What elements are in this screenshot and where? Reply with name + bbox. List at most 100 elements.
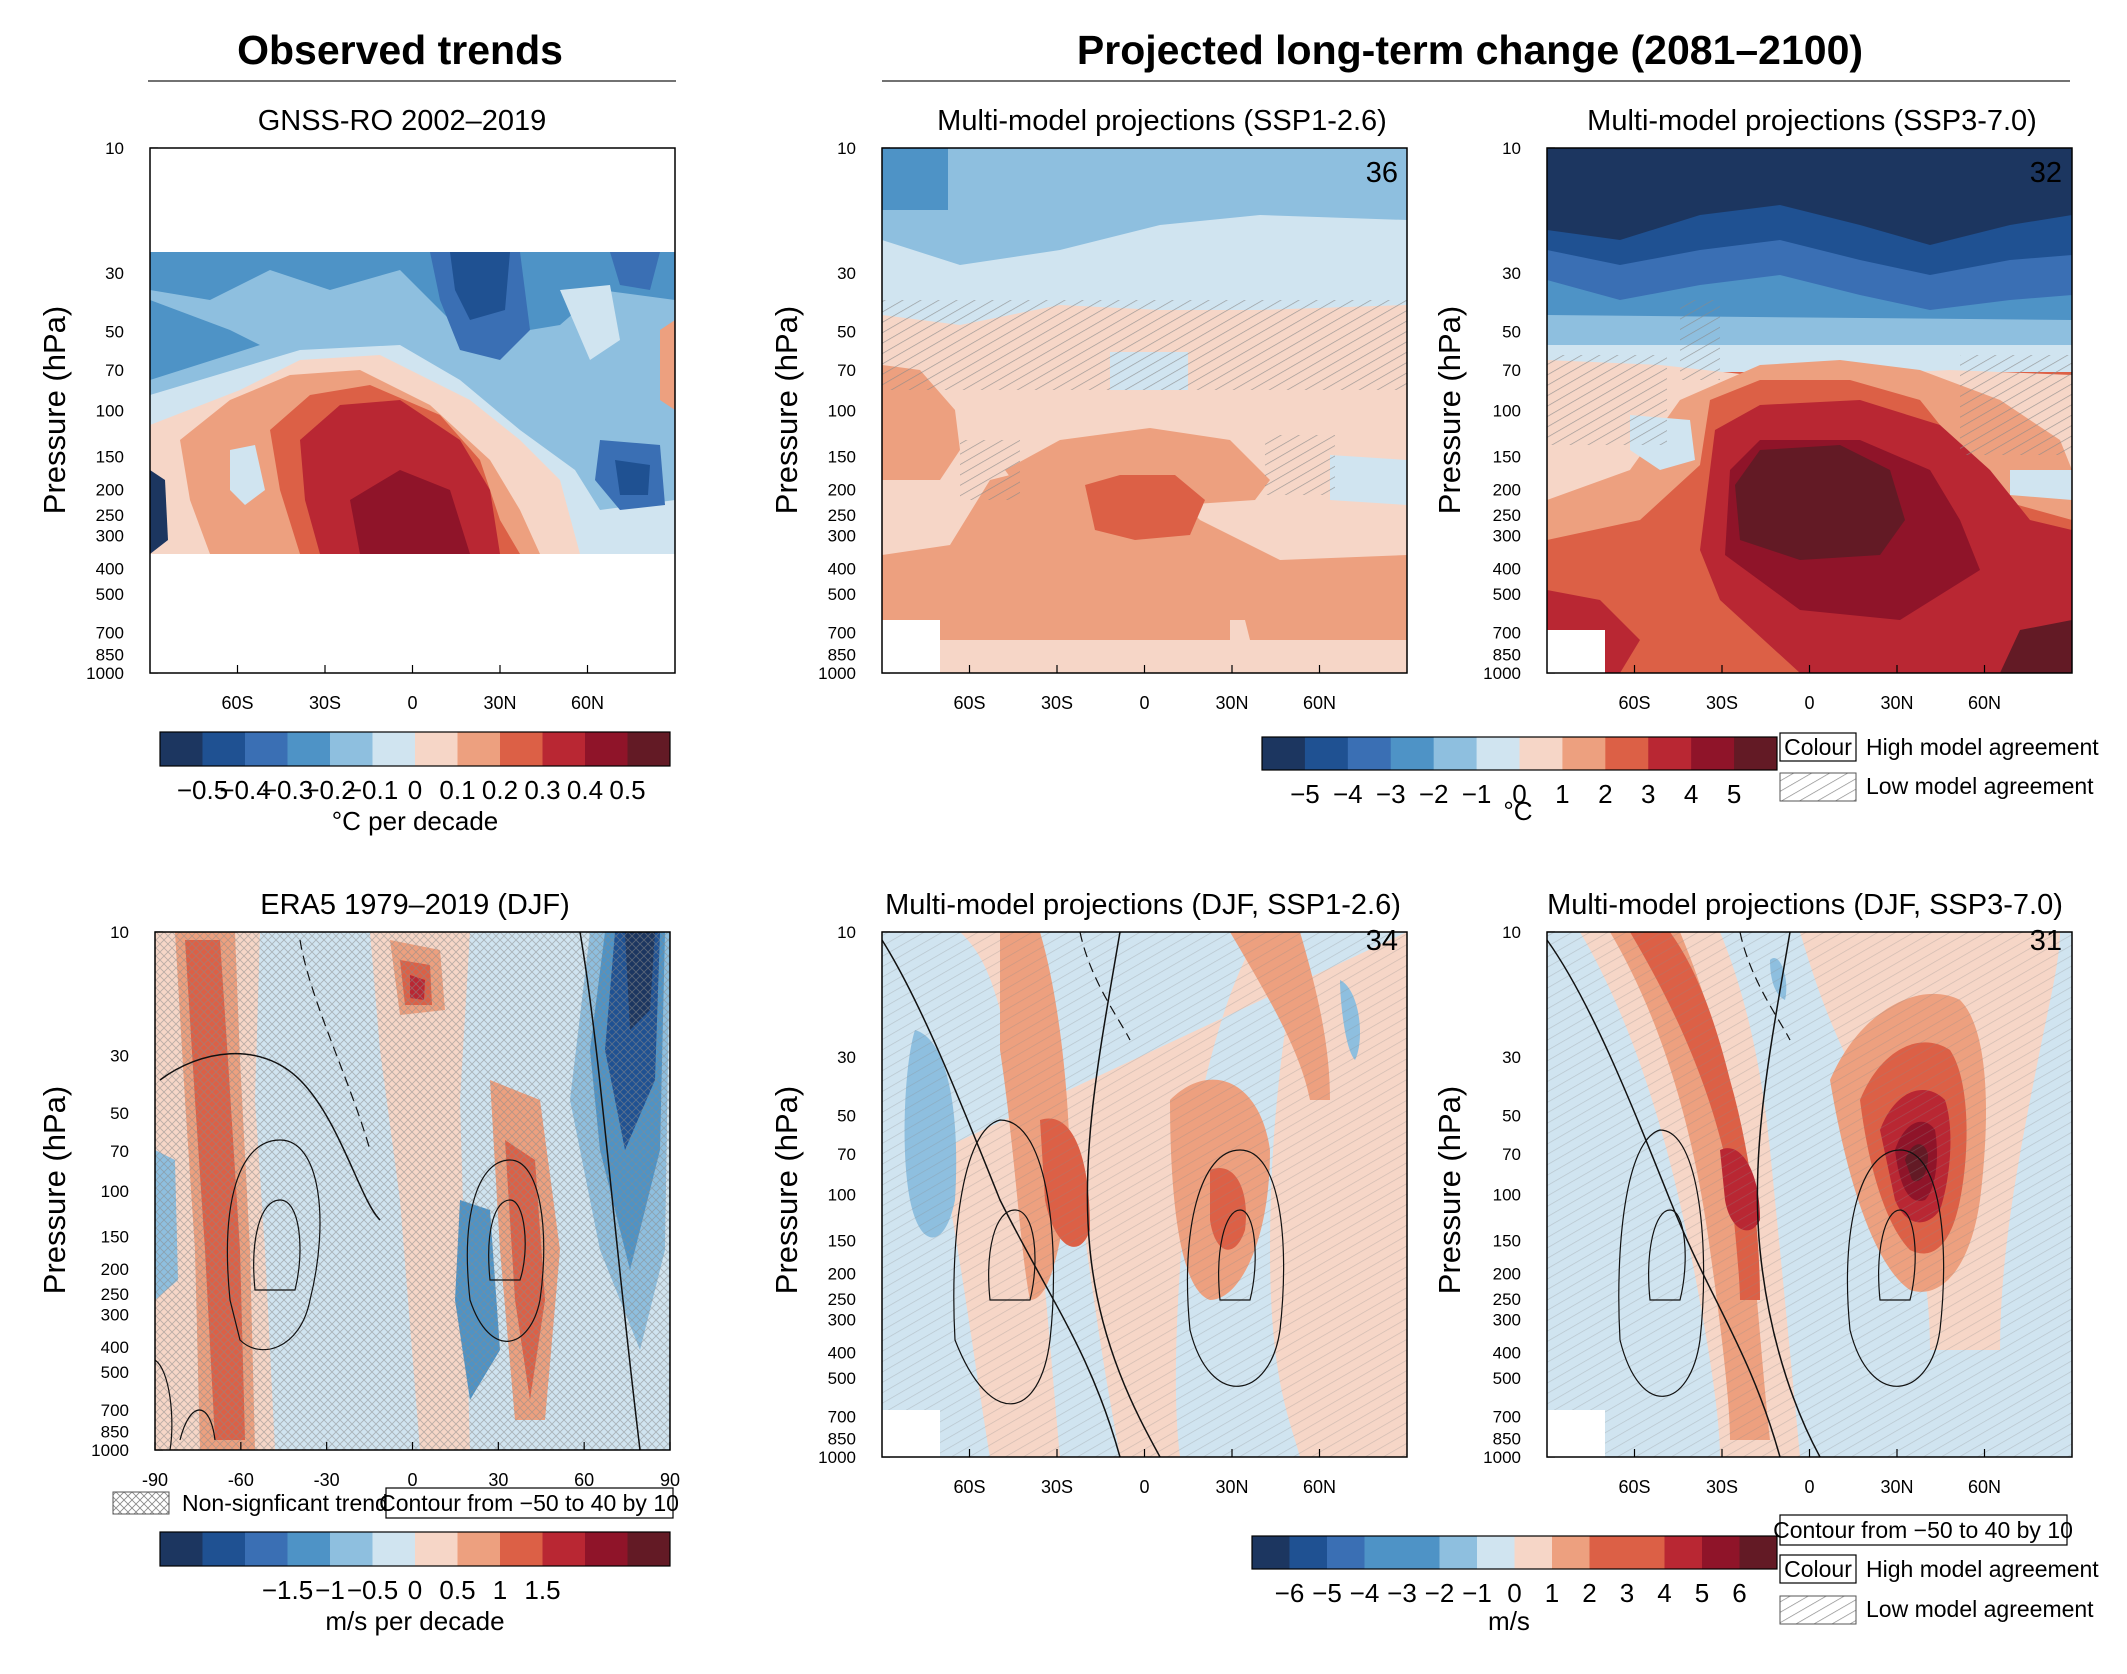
colorbar-swatch [330, 732, 373, 766]
y-tick-label: 70 [1502, 1145, 1521, 1164]
y-tick-label: 400 [1493, 560, 1521, 579]
y-tick-label: 30 [1502, 264, 1521, 283]
contour-note: Contour from −50 to 40 by 10 [1773, 1517, 2073, 1543]
colorbar-swatch [1252, 1536, 1290, 1569]
colorbar-swatch [1519, 737, 1563, 770]
y-tick-label: 200 [828, 1265, 856, 1284]
y-tick-label: 70 [837, 361, 856, 380]
colorbar-swatch [500, 1532, 543, 1566]
colorbar-tick-label: −2 [1419, 779, 1449, 809]
colorbar-swatch [457, 1532, 501, 1566]
x-tick-label: 30S [309, 693, 341, 713]
y-tick-label: 850 [1493, 645, 1521, 664]
colorbar-swatch [1327, 1536, 1365, 1569]
x-tick-label: 30S [1041, 693, 1073, 713]
y-tick-label: 10 [837, 139, 856, 158]
x-tick-label: 60S [221, 693, 253, 713]
colorbar-swatch [1627, 1536, 1665, 1569]
x-tick-label: -60 [228, 1470, 254, 1490]
y-tick-label: 300 [1493, 527, 1521, 546]
x-tick-label: 0 [407, 1470, 417, 1490]
y-tick-label: 30 [837, 264, 856, 283]
y-tick-label: 100 [96, 402, 124, 421]
y-tick-label: 30 [1502, 1048, 1521, 1067]
x-tick-label: 0 [1139, 693, 1149, 713]
colorbar-ssp-wind: −6 −5 −4 −3 −2 −1 0 1 2 3 4 5 6 m/s [1251, 1535, 1778, 1636]
colorbar-swatch [500, 732, 543, 766]
y-tick-label: 1000 [1483, 1448, 1521, 1467]
y-tick-label: 10 [1502, 139, 1521, 158]
header-observed: Observed trends [237, 27, 563, 73]
y-tick-label: 50 [837, 322, 856, 341]
colorbar-swatch [287, 1532, 331, 1566]
colorbar-obs-wind: −1.5 −1 −0.5 0 0.5 1 1.5 m/s per decade [159, 1531, 671, 1636]
colorbar-tick-label: 0 [408, 775, 422, 805]
colorbar-swatch [1402, 1536, 1440, 1569]
y-tick-label: 400 [828, 560, 856, 579]
colorbar-swatch [415, 1532, 458, 1566]
panel-xtick-labels: 60S 30S 0 30N 60N [221, 665, 604, 713]
y-tick-label: 700 [828, 623, 856, 642]
x-tick-label: 60 [574, 1470, 594, 1490]
colorbar-swatch [585, 1532, 628, 1566]
x-tick-label: -30 [314, 1470, 340, 1490]
y-tick-label: 250 [828, 1290, 856, 1309]
x-tick-label: 0 [1804, 693, 1814, 713]
x-tick-label: 0 [1804, 1477, 1814, 1497]
colorbar-tick-label: 1 [1545, 1578, 1559, 1608]
colorbar-tick-label: −0.5 [177, 775, 228, 805]
colorbar-swatch [1562, 737, 1606, 770]
colorbar-swatch [627, 1532, 671, 1566]
colorbar-swatch [1262, 737, 1306, 770]
panel-title: Multi-model projections (SSP3-7.0) [1587, 105, 2037, 137]
y-tick-label: 500 [1493, 1369, 1521, 1388]
y-tick-label: 250 [96, 506, 124, 525]
y-tick-label: 1000 [91, 1441, 129, 1460]
y-axis-label: Pressure (hPa) [37, 306, 72, 514]
colorbar-swatch [245, 1532, 288, 1566]
colorbar-swatch [1347, 737, 1392, 770]
y-tick-label: 700 [101, 1401, 129, 1420]
x-tick-label: 0 [1139, 1477, 1149, 1497]
plot-fill [154, 931, 670, 1451]
y-tick-label: 500 [828, 1369, 856, 1388]
panel-xtick-labels: 60S 30S 0 30N 60N [1618, 1449, 2001, 1497]
plot-fill [150, 252, 675, 554]
y-tick-label: 100 [1493, 402, 1521, 421]
y-tick-label: 1000 [818, 664, 856, 683]
colorbar-tick-label: 4 [1657, 1578, 1671, 1608]
x-tick-label: 60S [1618, 693, 1650, 713]
colorbar-tick-label: −0.5 [347, 1575, 398, 1605]
colorbar-swatch [1691, 737, 1735, 770]
y-tick-label: 200 [828, 481, 856, 500]
colorbar-tick-label: −0.3 [262, 775, 313, 805]
y-tick-label: 150 [96, 448, 124, 467]
colorbar-swatch [1734, 737, 1778, 770]
colorbar-tick-label: 0.5 [439, 1575, 475, 1605]
y-tick-label: 10 [837, 923, 856, 942]
colorbar-tick-label: 3 [1641, 779, 1655, 809]
contour-note: Contour from −50 to 40 by 10 [379, 1490, 679, 1516]
x-tick-label: 30S [1041, 1477, 1073, 1497]
colorbar-swatch [1648, 737, 1692, 770]
y-tick-label: 250 [101, 1285, 129, 1304]
colorbar-tick-label: −4 [1350, 1578, 1380, 1608]
y-tick-label: 400 [828, 1344, 856, 1363]
x-tick-label: 60N [1303, 693, 1336, 713]
low-agreement-label: Low model agreement [1866, 1596, 2094, 1622]
x-tick-label: 60N [1968, 1477, 2001, 1497]
colorbar-swatch [1589, 1536, 1628, 1569]
colorbar-swatch [415, 732, 458, 766]
panel-title: Multi-model projections (DJF, SSP1-2.6) [885, 889, 1401, 921]
y-tick-label: 1000 [86, 664, 124, 683]
y-tick-label: 50 [105, 322, 124, 341]
panel-ssp126-wind: Multi-model projections (DJF, SSP1-2.6) … [769, 889, 1408, 1497]
colorbar-tick-label: −1 [1462, 779, 1492, 809]
y-tick-label: 30 [837, 1048, 856, 1067]
model-count: 34 [1366, 925, 1398, 957]
x-tick-label: 0 [407, 693, 417, 713]
colorbar-tick-label: 0 [1512, 779, 1526, 809]
colorbar-frame [159, 1531, 671, 1567]
